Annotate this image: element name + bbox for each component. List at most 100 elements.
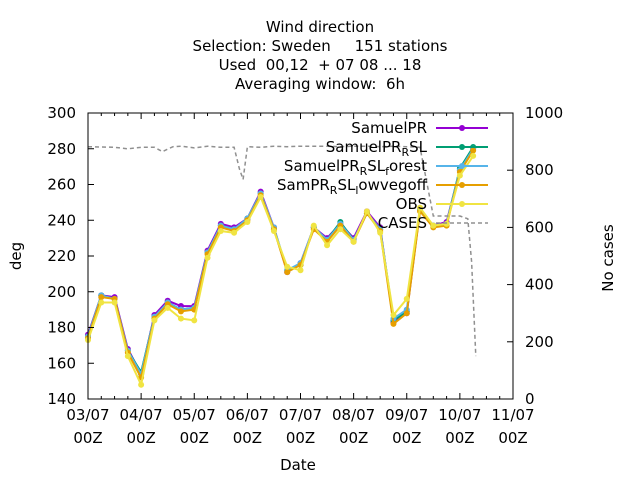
series-line-4 <box>87 155 475 388</box>
legend-marker-3 <box>459 182 465 188</box>
x-tick-label-hour: 00Z <box>73 429 102 447</box>
series-line-5 <box>87 145 477 357</box>
x-axis-label: Date <box>280 456 316 474</box>
x-tick-label-hour: 00Z <box>233 429 262 447</box>
legend-label-part: SL <box>409 138 428 156</box>
series-point-4 <box>470 152 477 159</box>
legend-label-part: orest <box>389 157 427 175</box>
y-tick-label: 220 <box>47 247 76 265</box>
series-point-3 <box>177 308 184 315</box>
legend-label-4: OBS <box>396 195 427 213</box>
legend-marker-1 <box>459 144 465 150</box>
series-point-4 <box>456 172 463 179</box>
series-point-4 <box>231 229 238 236</box>
x-tick-label: 09/07 <box>385 406 428 424</box>
y-tick-label: 160 <box>47 354 76 372</box>
series-point-4 <box>377 229 384 236</box>
x-tick-label-hour: 00Z <box>180 429 209 447</box>
x-tick-label: 07/07 <box>279 406 322 424</box>
series-point-4 <box>244 219 251 226</box>
series-point-4 <box>443 220 450 227</box>
x-tick-label-hour: 00Z <box>392 429 421 447</box>
legend-label-part: SamuelPR <box>326 138 402 156</box>
y-tick-label: 260 <box>47 176 76 194</box>
x-tick-label-hour: 00Z <box>339 429 368 447</box>
y-tick-label: 180 <box>47 319 76 337</box>
chart-title-line-3: Used 00,12 + 07 08 ... 18 <box>218 56 422 74</box>
legend-label-2: SamuelPRRSLforest <box>284 157 427 178</box>
legend-label-3: SamPRRSLlowvegoff <box>277 176 428 197</box>
y-tick-label: 300 <box>47 104 76 122</box>
series-point-4 <box>164 304 171 311</box>
series-point-4 <box>417 204 424 211</box>
plot-border <box>87 112 514 400</box>
series-point-4 <box>270 227 277 234</box>
x-tick-label-hour: 00Z <box>126 429 155 447</box>
x-tick-label-hour: 00Z <box>286 429 315 447</box>
series-point-4 <box>111 299 118 306</box>
y2-tick-label: 1000 <box>525 104 563 122</box>
legend-label-1: SamuelPRRSL <box>326 138 428 159</box>
series-point-3 <box>470 147 477 154</box>
x-tick-label: 04/07 <box>120 406 163 424</box>
y-axis-label: deg <box>7 242 25 270</box>
legend-label-sub: R <box>401 146 409 159</box>
series-point-4 <box>217 227 224 234</box>
series-point-4 <box>98 299 105 306</box>
x-tick-label-hour: 00Z <box>445 429 474 447</box>
y2-tick-label: 600 <box>525 218 554 236</box>
legend-label-5: CASES <box>378 214 427 232</box>
x-tick-label: 05/07 <box>173 406 216 424</box>
series-point-4 <box>177 315 184 322</box>
legend-label-part: SamPR <box>277 176 330 194</box>
legend-label-0: SamuelPR <box>351 119 427 137</box>
legend-marker-4 <box>459 201 465 207</box>
series-point-4 <box>297 267 304 274</box>
x-tick-label-hour: 00Z <box>498 429 527 447</box>
legend-label-sub: l <box>355 184 358 197</box>
legend-label-sub: R <box>330 184 338 197</box>
chart-title-line-4: Averaging window: 6h <box>234 75 406 93</box>
y-tick-label: 280 <box>47 140 76 158</box>
y2-tick-label: 800 <box>525 161 554 179</box>
series-point-4 <box>138 381 145 388</box>
series-point-4 <box>257 194 264 201</box>
chart-title-line-2: Selection: Sweden 151 stations <box>192 37 448 55</box>
legend-label-sub: R <box>360 165 368 178</box>
series-point-4 <box>191 317 198 324</box>
series-point-4 <box>337 226 344 233</box>
series-point-4 <box>350 238 357 245</box>
y2-tick-label: 200 <box>525 333 554 351</box>
legend-label-part: owvegoff <box>358 176 427 194</box>
y2-tick-label: 400 <box>525 276 554 294</box>
legend-label-part: SL <box>367 157 386 175</box>
series-point-4 <box>363 208 370 215</box>
y-tick-label: 240 <box>47 211 76 229</box>
series-point-3 <box>403 310 410 317</box>
y-tick-label: 140 <box>47 390 76 408</box>
x-tick-label: 08/07 <box>332 406 375 424</box>
series-point-4 <box>390 311 397 318</box>
y2-tick-label: 0 <box>525 390 535 408</box>
series-point-4 <box>124 353 131 360</box>
legend-label-part: SL <box>337 176 356 194</box>
series-point-4 <box>403 295 410 302</box>
y2-axis-label: No cases <box>599 224 617 292</box>
series-point-3 <box>390 320 397 327</box>
legend-marker-2 <box>459 163 465 169</box>
series-point-4 <box>151 317 158 324</box>
series-point-4 <box>430 222 437 229</box>
series-point-4 <box>310 222 317 229</box>
legend-label-part: SamuelPR <box>284 157 360 175</box>
chart-title-line-1: Wind direction <box>265 18 375 36</box>
x-tick-label: 03/07 <box>66 406 109 424</box>
series-point-3 <box>98 294 105 301</box>
series-point-3 <box>284 269 291 276</box>
series-point-4 <box>324 242 331 249</box>
legend-label-sub: f <box>385 165 390 178</box>
y-tick-label: 200 <box>47 283 76 301</box>
x-tick-label: 06/07 <box>226 406 269 424</box>
x-tick-label: 11/07 <box>491 406 534 424</box>
legend-marker-0 <box>459 125 465 131</box>
